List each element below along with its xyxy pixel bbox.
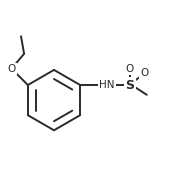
Text: O: O <box>140 68 148 78</box>
Text: S: S <box>125 78 134 92</box>
Text: HN: HN <box>99 80 115 90</box>
Text: O: O <box>126 64 134 74</box>
Text: O: O <box>7 64 16 74</box>
